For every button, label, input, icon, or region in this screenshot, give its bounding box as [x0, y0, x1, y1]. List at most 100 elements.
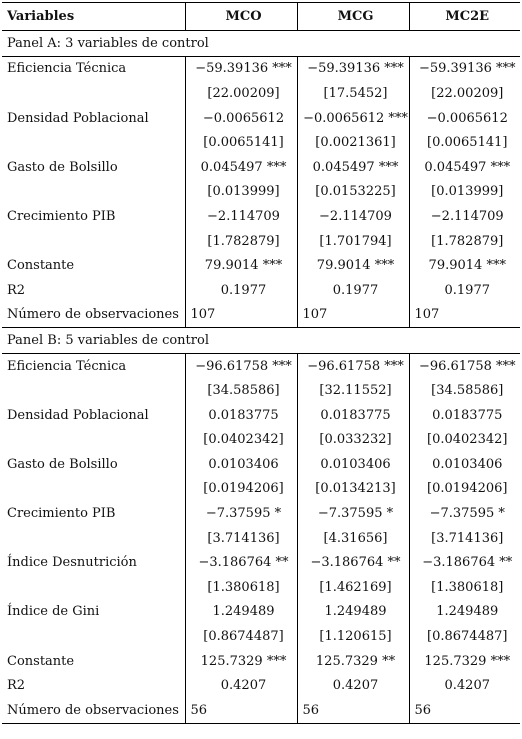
variable-label	[2, 526, 185, 551]
std-error-cell: [22.00209]	[408, 81, 520, 106]
panel-a-title: Panel A: 3 variables de control	[2, 30, 520, 57]
std-error-row: [3.714136] [4.31656] [3.714136]	[2, 525, 520, 551]
std-error-cell: [0.0402342]	[184, 427, 297, 453]
coefficient-cell: 125.7329 ***	[408, 648, 520, 674]
coefficient-cell: 0.4207	[408, 673, 520, 699]
coefficient-cell: 1.249489	[408, 599, 520, 625]
std-error-cell: [1.462169]	[296, 575, 409, 600]
variable-row: Densidad Poblacional 0.0183775 0.0183775 0.…	[2, 402, 520, 428]
std-error-cell: [0.0065141]	[184, 130, 297, 155]
coefficient-cell: 0.1977	[296, 277, 409, 303]
variable-label: R2	[7, 282, 26, 298]
panel-a-body: Panel A: 3 variables de control	[2, 30, 520, 57]
variable-row: Gasto de Bolsillo 0.0103406 0.0103406 0.010…	[2, 452, 520, 477]
std-error-row: [1.782879] [1.701794] [1.782879]	[2, 228, 520, 254]
variable-row: Constante 125.7329 *** 125.7329 ** 125.7329…	[2, 648, 520, 674]
variable-row: Gasto de Bolsillo 0.045497 *** 0.045497 **…	[2, 154, 520, 180]
std-error-cell: [17.5452]	[296, 81, 409, 106]
variable-row: Eficiencia Técnica −96.61758 *** −96.61758…	[2, 353, 520, 379]
coefficient-cell: −7.37595 *	[184, 501, 297, 526]
std-error-cell: [1.782879]	[408, 228, 520, 254]
std-error-cell: [0.0021361]	[296, 130, 409, 155]
variable-label	[2, 575, 185, 600]
coefficient-cell: −0.0065612	[408, 105, 520, 131]
coefficient-cell: −2.114709	[296, 204, 409, 229]
std-error-cell: [1.120615]	[296, 624, 409, 649]
variable-label: R2	[7, 678, 26, 694]
variable-label: Eficiencia Técnica	[7, 358, 127, 374]
variable-label: Densidad Poblacional	[7, 407, 149, 423]
coefficient-cell: 79.9014 ***	[296, 253, 409, 278]
header-row: Variables MCO MCG MC2E	[2, 2, 520, 31]
obs-value: 56	[184, 698, 297, 724]
variable-label	[2, 428, 185, 453]
obs-value: 107	[184, 302, 297, 328]
coefficient-cell: −7.37595 *	[296, 501, 409, 526]
coefficient-cell: −0.0065612 ***	[296, 105, 409, 131]
variable-label: Densidad Poblacional	[7, 110, 149, 126]
coefficient-cell: 125.7329 ***	[184, 648, 297, 674]
std-error-cell: [0.0194206]	[184, 476, 297, 502]
std-error-cell: [1.380618]	[184, 575, 297, 600]
coefficient-cell: −59.39136 ***	[184, 56, 297, 82]
std-error-cell: [1.782879]	[184, 228, 297, 254]
variable-row: Crecimiento PIB −7.37595 * −7.37595 * −7.37…	[2, 501, 520, 526]
std-error-row: [0.0402342] [0.033232] [0.0402342]	[2, 427, 520, 453]
coefficient-cell: 1.249489	[296, 599, 409, 625]
panel-b-rows: Eficiencia Técnica −96.61758 *** −96.61758…	[2, 353, 520, 699]
variable-row: Índice Desnutrición −3.186764 ** −3.186764…	[2, 550, 520, 576]
obs-value: 107	[408, 302, 520, 328]
std-error-cell: [0.0134213]	[296, 476, 409, 502]
coefficient-cell: 0.4207	[296, 673, 409, 699]
panel-a-title-row: Panel A: 3 variables de control	[2, 30, 520, 57]
std-error-cell: [0.8674487]	[408, 624, 520, 649]
variable-label	[2, 378, 185, 403]
std-error-row: [0.013999] [0.0153225] [0.013999]	[2, 179, 520, 205]
obs-value: 56	[408, 698, 520, 724]
variable-label: Eficiencia Técnica	[7, 61, 127, 77]
coefficient-cell: −7.37595 *	[408, 501, 520, 526]
coefficient-cell: 0.0103406	[296, 452, 409, 477]
obs-value: 107	[296, 302, 409, 328]
variable-label	[2, 477, 185, 502]
variable-label	[2, 229, 185, 254]
header-mco: MCO	[184, 2, 297, 31]
coefficient-cell: 1.249489	[184, 599, 297, 625]
variable-label	[2, 81, 185, 106]
panel-a-obs-row: Número de observaciones 107 107 107	[2, 302, 520, 328]
std-error-row: [0.8674487] [1.120615] [0.8674487]	[2, 624, 520, 649]
std-error-cell: [0.8674487]	[184, 624, 297, 649]
coefficient-cell: −96.61758 ***	[296, 353, 409, 379]
variable-label: Índice Desnutrición	[7, 555, 137, 571]
coefficient-cell: −2.114709	[184, 204, 297, 229]
std-error-row: [0.0194206] [0.0134213] [0.0194206]	[2, 476, 520, 502]
coefficient-cell: 125.7329 **	[296, 648, 409, 674]
variable-row: R2 0.4207 0.4207 0.4207	[2, 673, 520, 699]
std-error-cell: [0.013999]	[184, 179, 297, 205]
std-error-cell: [4.31656]	[296, 525, 409, 551]
coefficient-cell: −3.186764 **	[296, 550, 409, 576]
variable-row: R2 0.1977 0.1977 0.1977	[2, 277, 520, 303]
std-error-cell: [34.58586]	[408, 378, 520, 403]
coefficient-cell: 79.9014 ***	[408, 253, 520, 278]
variable-label: Crecimiento PIB	[7, 208, 116, 224]
variable-label: Índice de Gini	[7, 604, 100, 620]
variable-row: Constante 79.9014 *** 79.9014 *** 79.9014 *…	[2, 253, 520, 278]
variable-label: Constante	[7, 258, 75, 274]
regression-table: Variables MCO MCG MC2E Panel A: 3 variab…	[2, 2, 520, 724]
variable-label: Gasto de Bolsillo	[7, 159, 118, 175]
coefficient-cell: 0.045497 ***	[408, 154, 520, 180]
coefficient-cell: −3.186764 **	[408, 550, 520, 576]
variable-label	[2, 624, 185, 649]
std-error-cell: [0.013999]	[408, 179, 520, 205]
panel-a-obs-body: Número de observaciones 107 107 107	[2, 302, 520, 328]
std-error-row: [1.380618] [1.462169] [1.380618]	[2, 575, 520, 600]
header-variables: Variables	[2, 2, 185, 31]
coefficient-cell: −59.39136 ***	[296, 56, 409, 82]
panel-b-obs-body: Número de observaciones 56 56 56	[2, 698, 520, 724]
coefficient-cell: 0.045497 ***	[184, 154, 297, 180]
std-error-cell: [22.00209]	[184, 81, 297, 106]
coefficient-cell: 0.0183775	[184, 402, 297, 428]
variable-label	[2, 180, 185, 205]
panel-b-title: Panel B: 5 variables de control	[2, 327, 520, 354]
